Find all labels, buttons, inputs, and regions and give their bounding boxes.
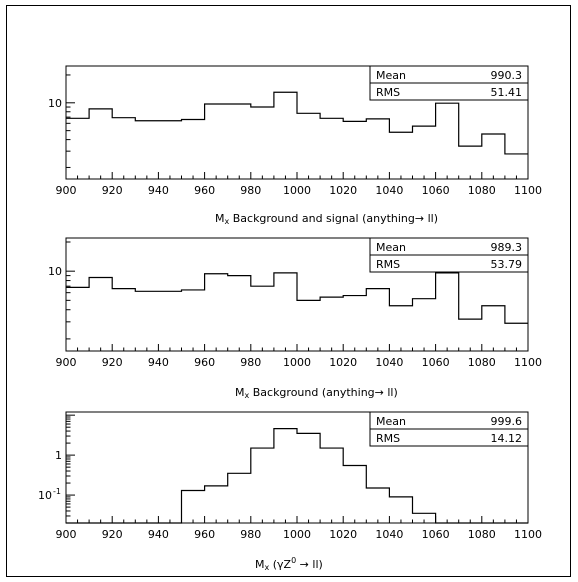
x-axis-label: Mx Background (anything→ ll) [235, 386, 398, 400]
stats-mean-value: 989.3 [491, 241, 523, 254]
x-ticks: 900 920 940 960 980 1000 1020 1040 1060 1080 1100 [56, 344, 542, 369]
x-axis-label-sub: x [245, 391, 250, 400]
x-tick-label: 1020 [329, 528, 357, 541]
x-tick-label: 1040 [375, 528, 403, 541]
panel-background: 10 900 920 940 960 980 1000 1020 1040 1060 1080 11… [48, 237, 542, 400]
y-ticks: 10 [48, 241, 75, 340]
y-ticks: 1 10 -1 [38, 414, 75, 524]
panel-gamma-z: 1 10 -1 900 920 940 960 980 1000 1020 1040 1060 108… [38, 411, 542, 572]
x-axis-label: Mx Background and signal (anything→ ll) [215, 212, 438, 226]
stats-rms-label: RMS [376, 432, 400, 445]
x-tick-label: 940 [148, 356, 169, 369]
x-axis-label-rest: Background (anything→ ll) [249, 386, 398, 399]
x-tick-label: 1080 [468, 356, 496, 369]
x-tick-label: 1100 [514, 356, 542, 369]
x-tick-label: 1000 [283, 356, 311, 369]
x-tick-label: 1060 [422, 528, 450, 541]
x-axis-label-sup: 0 [291, 556, 296, 565]
stats-box: Mean 999.6 RMS 14.12 [369, 411, 529, 447]
stats-rms-label: RMS [376, 86, 400, 99]
x-tick-label: 920 [102, 184, 123, 197]
y-tick-label: 10 [38, 489, 52, 502]
x-tick-label: 1020 [329, 356, 357, 369]
stats-mean-label: Mean [376, 69, 406, 82]
y-tick-exponent: -1 [53, 487, 61, 496]
x-axis-label-rest-b: → ll) [296, 558, 323, 571]
histogram-line [66, 272, 528, 324]
x-tick-label: 940 [148, 528, 169, 541]
stats-rms-value: 14.12 [491, 432, 523, 445]
x-axis-label-main: M [215, 212, 225, 225]
y-tick-label: 1 [55, 449, 62, 462]
x-ticks: 900 920 940 960 980 1000 1020 1040 1060 1080 1100 [56, 516, 542, 541]
x-tick-label: 980 [240, 356, 261, 369]
x-tick-label: 940 [148, 184, 169, 197]
stats-box: Mean 990.3 RMS 51.41 [369, 65, 529, 101]
x-tick-label: 980 [240, 184, 261, 197]
y-ticks: 10 [48, 74, 75, 168]
x-axis-label: Mx (γZ0 → ll) [255, 556, 323, 572]
x-tick-label: 960 [194, 184, 215, 197]
x-tick-label: 1100 [514, 528, 542, 541]
x-axis-label-rest: Background and signal (anything→ ll) [229, 212, 438, 225]
x-axis-label-sub: x [265, 563, 270, 572]
x-ticks: 900 920 940 960 980 1000 1020 1040 1060 1080 1100 [56, 172, 542, 197]
x-tick-label: 960 [194, 356, 215, 369]
x-tick-label: 1000 [283, 528, 311, 541]
stats-mean-value: 999.6 [491, 415, 523, 428]
stats-mean-label: Mean [376, 241, 406, 254]
x-tick-label: 1000 [283, 184, 311, 197]
x-tick-label: 900 [56, 184, 77, 197]
x-tick-label: 980 [240, 528, 261, 541]
y-tick-label: 10 [48, 97, 62, 110]
x-axis-label-sub: x [225, 217, 230, 226]
stats-rms-value: 51.41 [491, 86, 523, 99]
x-tick-label: 1060 [422, 356, 450, 369]
canvas-frame [6, 5, 571, 577]
x-tick-label: 1080 [468, 184, 496, 197]
histogram-line [66, 91, 528, 155]
x-tick-label: 1020 [329, 184, 357, 197]
x-tick-label: 1040 [375, 356, 403, 369]
x-tick-label: 920 [102, 528, 123, 541]
panel-signal-background: 10 900 920 940 960 980 1000 1020 1040 1060 1080 11… [48, 65, 542, 226]
x-tick-label: 900 [56, 528, 77, 541]
stats-mean-value: 990.3 [491, 69, 523, 82]
x-tick-label: 1060 [422, 184, 450, 197]
x-tick-label: 1080 [468, 528, 496, 541]
stats-box: Mean 989.3 RMS 53.79 [369, 237, 529, 273]
x-axis-label-rest-a: (γZ [269, 558, 291, 571]
x-axis-label-main: M [255, 558, 265, 571]
stats-rms-value: 53.79 [491, 258, 523, 271]
x-tick-label: 900 [56, 356, 77, 369]
y-tick-label: 10 [48, 265, 62, 278]
x-tick-label: 960 [194, 528, 215, 541]
histogram-line [66, 428, 528, 524]
stats-rms-label: RMS [376, 258, 400, 271]
stats-mean-label: Mean [376, 415, 406, 428]
x-tick-label: 1100 [514, 184, 542, 197]
x-tick-label: 920 [102, 356, 123, 369]
x-axis-label-main: M [235, 386, 245, 399]
x-tick-label: 1040 [375, 184, 403, 197]
